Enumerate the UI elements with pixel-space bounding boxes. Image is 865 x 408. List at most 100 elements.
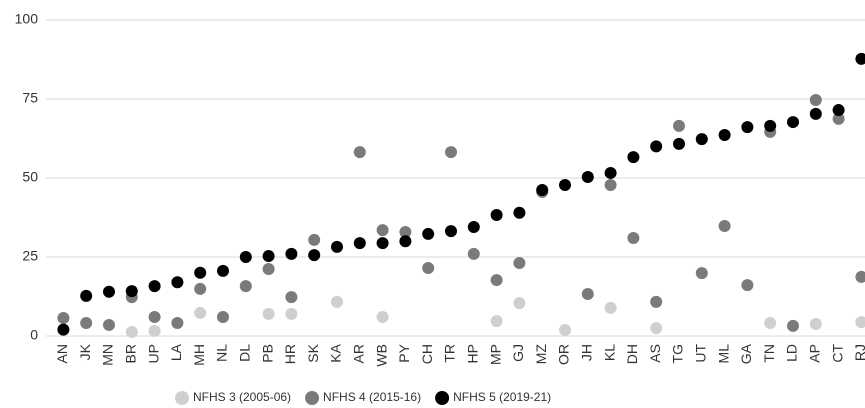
dot: [445, 225, 457, 238]
dot: [262, 250, 275, 263]
dot: [285, 307, 298, 320]
legend-label: NFHS 4 (2015-16): [323, 390, 421, 404]
dot: [80, 289, 93, 302]
dot: [57, 311, 70, 324]
x-tick-label: RJ: [852, 344, 865, 361]
dot: [832, 112, 845, 125]
dot: [80, 317, 93, 330]
dot: [376, 224, 389, 237]
dot: [787, 319, 799, 332]
dot: [148, 280, 161, 293]
legend: NFHS 3 (2005-06) NFHS 4 (2015-16) NFHS 5 (…: [175, 390, 551, 405]
dot: [171, 276, 184, 289]
x-tick-label: WB: [373, 344, 389, 367]
dot: [57, 323, 70, 336]
dot: [262, 263, 275, 276]
x-tick-label: DH: [624, 344, 640, 364]
x-tick-label: BR: [123, 344, 139, 363]
dot: [718, 220, 731, 233]
dot: [125, 325, 138, 338]
x-tick-label: NL: [214, 344, 230, 362]
dot: [194, 306, 207, 319]
x-tick-label: CT: [829, 344, 845, 363]
dot: [741, 121, 754, 134]
dot: [809, 93, 822, 106]
x-tick-label: TG: [670, 344, 686, 363]
dot: [467, 247, 480, 260]
dot: [217, 311, 229, 324]
dot: [536, 184, 549, 197]
dot: [331, 295, 343, 308]
legend-marker: [305, 391, 320, 405]
x-tick-label: JH: [579, 344, 595, 361]
dot: [331, 240, 343, 253]
legend-label: NFHS 5 (2019-21): [453, 390, 551, 404]
dot: [764, 317, 777, 330]
dot: [308, 249, 321, 262]
dot: [125, 285, 138, 298]
dot: [490, 315, 503, 328]
dot: [194, 282, 207, 295]
legend-marker: [435, 391, 450, 405]
dot: [855, 52, 865, 65]
dot: [399, 235, 412, 248]
dot: [148, 311, 161, 324]
dot: [627, 151, 640, 164]
dot: [764, 119, 777, 132]
x-tick-label: CH: [419, 344, 435, 364]
x-tick-label: MP: [487, 344, 503, 365]
dot: [673, 119, 685, 132]
dot: [376, 311, 389, 324]
x-tick-label: OR: [556, 344, 572, 365]
x-tick-label: ML: [715, 344, 731, 364]
y-tick-label: 0: [30, 327, 38, 343]
x-tick-label: AN: [54, 344, 70, 363]
dot: [239, 280, 252, 293]
dot: [650, 322, 663, 335]
dot: [353, 146, 366, 159]
x-tick-label: JK: [77, 343, 93, 360]
dot: [103, 318, 115, 331]
dot: [148, 324, 161, 337]
y-tick-label: 75: [22, 90, 38, 106]
dot: [627, 232, 640, 245]
y-tick-label: 25: [22, 248, 38, 264]
dot: [718, 129, 731, 142]
dot: [809, 317, 822, 330]
dot: [855, 270, 865, 283]
dot: [217, 264, 229, 277]
x-tick-label: MH: [191, 344, 207, 366]
dot: [513, 206, 526, 219]
x-tick-label: PB: [259, 344, 275, 363]
x-tick-label: TR: [442, 344, 458, 363]
dot: [604, 301, 617, 314]
dot: [376, 237, 389, 250]
legend-marker: [175, 391, 189, 405]
y-tick-label: 100: [15, 11, 39, 27]
dot: [559, 323, 571, 336]
x-tick-label: HR: [282, 344, 298, 364]
x-tick-label: TN: [761, 344, 777, 363]
dot: [490, 208, 503, 221]
x-tick-label: SK: [305, 343, 321, 362]
dot: [581, 287, 594, 300]
dot: [308, 233, 321, 246]
dot: [695, 267, 708, 280]
x-tick-label: KA: [328, 343, 344, 362]
dot: [490, 274, 503, 287]
dot: [194, 266, 207, 279]
dot: [445, 146, 457, 159]
dot: [604, 178, 617, 191]
x-tick-label: MN: [100, 344, 116, 366]
dot: [422, 227, 435, 240]
y-tick-label: 50: [22, 169, 38, 185]
dot: [239, 251, 252, 263]
x-tick-label: KL: [601, 344, 617, 361]
x-tick-label: LD: [784, 344, 800, 362]
x-tick-label: PY: [396, 343, 412, 362]
dot: [855, 316, 865, 329]
dot: [262, 307, 275, 320]
dot: [832, 104, 845, 117]
dot: [285, 247, 298, 260]
